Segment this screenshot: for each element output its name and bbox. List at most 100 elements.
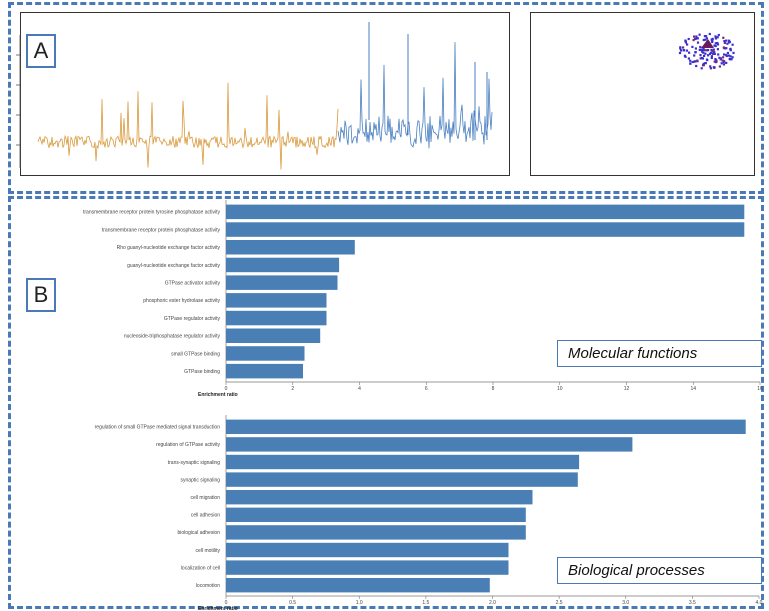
biological-processes-title: Biological processes (557, 557, 762, 584)
spatial-point (704, 62, 707, 65)
spatial-point (698, 33, 701, 36)
spatial-point (715, 59, 718, 62)
bp-x-tick-label: 3.5 (689, 600, 696, 606)
spatial-point (693, 35, 696, 38)
spatial-point (709, 65, 712, 68)
mf-category-label: phosphoric ester hydrolase activity (143, 298, 220, 304)
bp-x-tick-label: 1.0 (356, 600, 363, 606)
spatial-point (723, 60, 726, 63)
spatial-point (722, 46, 725, 49)
spatial-point (725, 47, 728, 50)
bp-category-label: locomotion (196, 583, 220, 589)
spatial-point (726, 42, 729, 45)
spatial-point (729, 48, 732, 51)
spatial-point (731, 56, 734, 59)
signal-trace-frame (20, 12, 510, 176)
spatial-point (699, 54, 702, 57)
bp-x-tick-label: 3.0 (622, 600, 629, 606)
mf-category-label: guanyl-nucleotide exchange factor activi… (127, 263, 220, 269)
spatial-peak-marker (701, 39, 714, 48)
spatial-point (731, 43, 734, 46)
spatial-point (695, 35, 698, 38)
mf-category-label: small GTPase binding (171, 351, 220, 357)
trace-blue-segment (337, 42, 493, 149)
spatial-point (701, 50, 704, 53)
spatial-point (710, 55, 713, 58)
spatial-point (722, 63, 726, 66)
spatial-point (699, 48, 703, 51)
bp-category-label: regulation of GTPase activity (156, 442, 220, 448)
spatial-point (728, 41, 731, 44)
mf-category-label: GTPase binding (184, 369, 220, 375)
molecular-functions-title: Molecular functions (557, 340, 762, 367)
spatial-point (701, 57, 704, 60)
spatial-point (703, 49, 707, 52)
spatial-point (718, 56, 721, 59)
mf-x-tick-label: 16 (757, 386, 763, 392)
bp-category-label: cell migration (191, 495, 221, 501)
spatial-point (704, 38, 707, 41)
spatial-point (691, 60, 694, 64)
bp-bar (226, 437, 633, 452)
spatial-point (702, 38, 705, 42)
spatial-map-frame (530, 12, 755, 176)
spatial-point (694, 51, 697, 54)
spatial-point (720, 62, 723, 65)
mf-x-tick-label: 10 (557, 386, 563, 392)
spatial-point (696, 37, 699, 40)
spatial-point (696, 59, 699, 62)
spatial-point (703, 35, 706, 38)
bp-bar (226, 525, 526, 540)
spatial-point (717, 53, 720, 56)
mf-category-label: GTPase activator activity (165, 281, 221, 287)
spatial-point (683, 54, 686, 57)
spatial-point (715, 37, 718, 40)
spatial-point (713, 52, 716, 55)
spatial-point (713, 60, 716, 63)
spatial-point (709, 67, 712, 70)
bp-bar (226, 542, 509, 558)
spatial-point (723, 53, 726, 56)
bp-bar (226, 578, 490, 593)
spatial-point (723, 41, 726, 44)
spatial-point (722, 56, 725, 59)
spatial-point (707, 49, 710, 52)
bp-x-tick-label: 1.5 (422, 600, 429, 606)
spatial-point (707, 54, 710, 57)
mf-category-label: Rho guanyl-nucleotide exchange factor ac… (117, 245, 221, 251)
spatial-point (682, 46, 685, 49)
mf-category-label: nucleoside-triphosphatase regulator acti… (124, 334, 221, 340)
bp-category-label: cell adhesion (191, 513, 220, 519)
spatial-points (678, 32, 735, 70)
spatial-point (682, 49, 685, 52)
spatial-point (679, 46, 682, 49)
spatial-point (703, 54, 706, 57)
trace-orange-segment (37, 82, 339, 170)
spatial-point (722, 36, 725, 39)
spatial-point (704, 52, 707, 55)
mf-bar (226, 240, 355, 255)
spatial-point (705, 37, 708, 40)
bp-x-tick-label: 2.5 (556, 600, 563, 606)
mf-bar (226, 275, 338, 290)
spatial-point (685, 49, 688, 52)
mf-bar (226, 310, 327, 326)
spatial-point (712, 52, 715, 55)
mf-category-label: GTPase regulator activity (164, 316, 221, 322)
mf-x-tick-label: 6 (425, 386, 428, 392)
mf-x-tick-label: 12 (624, 386, 630, 392)
spatial-point (725, 53, 728, 57)
bp-x-tick-label: 4.0 (756, 600, 763, 606)
mf-x-tick-label: 2 (291, 386, 294, 392)
spatial-point (702, 47, 705, 50)
spatial-point (714, 42, 717, 45)
spatial-point (711, 50, 714, 53)
spatial-point (721, 59, 724, 62)
mf-category-label: transmembrane receptor protein phosphata… (102, 227, 221, 233)
spatial-point (727, 54, 730, 57)
bp-x-axis-label: Enrichment ratio (198, 606, 238, 611)
spatial-point (710, 48, 713, 51)
spatial-point (714, 44, 717, 48)
bp-bar (226, 454, 580, 470)
